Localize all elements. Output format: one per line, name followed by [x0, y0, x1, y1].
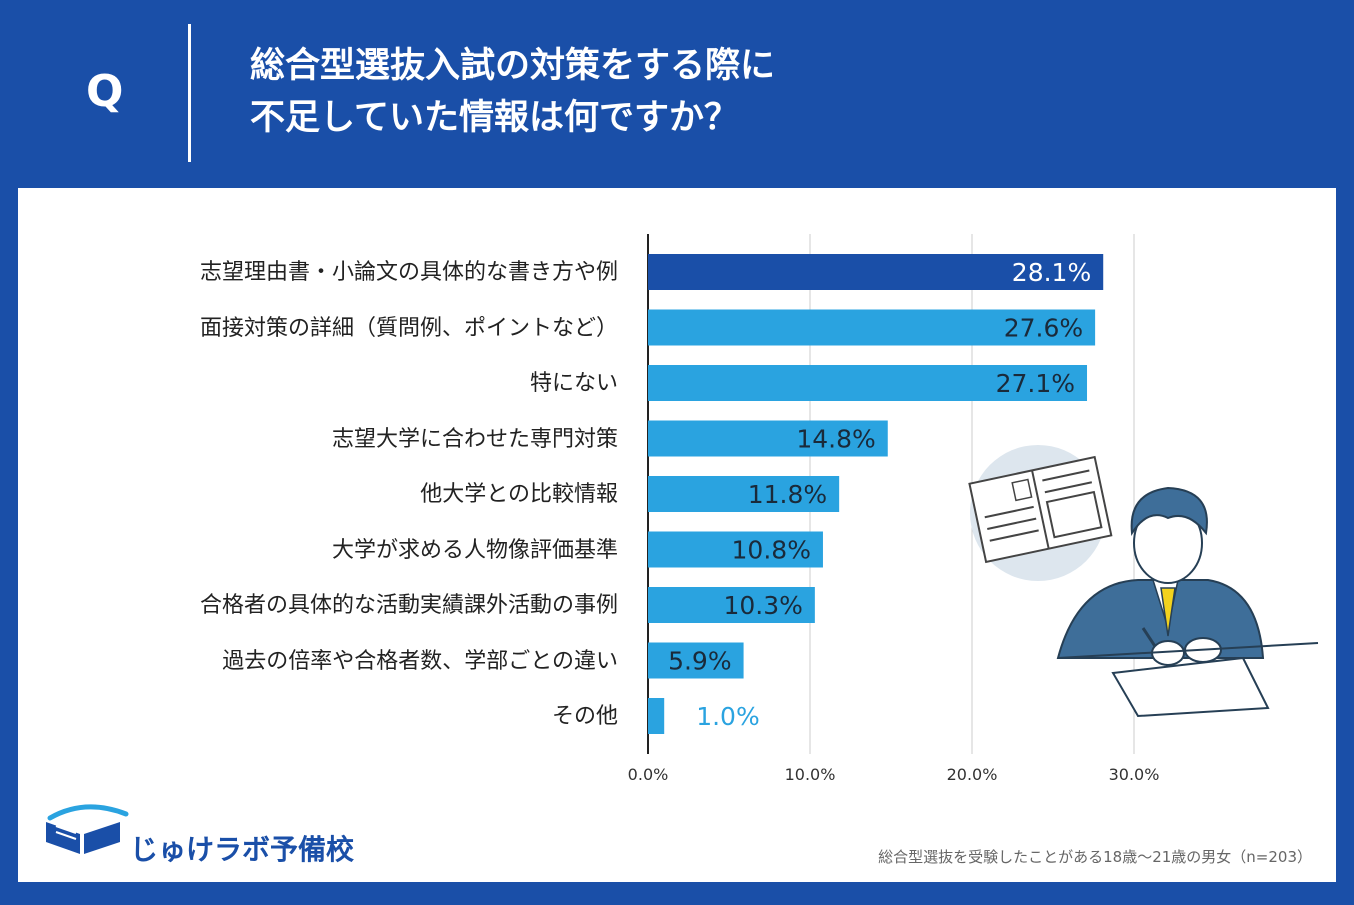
application-form-icon — [968, 455, 1113, 564]
bar — [648, 587, 815, 623]
category-label: 志望大学に合わせた専門対策 — [331, 426, 618, 452]
x-tick-label: 0.0% — [628, 765, 669, 784]
question-mark: Q — [86, 66, 124, 117]
category-label: 特にない — [529, 371, 618, 396]
bar-value-label: 28.1% — [1012, 258, 1091, 287]
bar-value-label: 1.0% — [696, 702, 760, 731]
x-tick-label: 20.0% — [947, 765, 998, 784]
x-tick-label: 30.0% — [1109, 765, 1160, 784]
category-label: 他大学との比較情報 — [420, 482, 618, 507]
bar-value-label: 27.1% — [996, 369, 1075, 398]
logo-text: じゅけラボ予備校 — [130, 833, 355, 866]
category-label: 合格者の具体的な活動実績課外活動の事例 — [199, 593, 618, 618]
bar — [648, 420, 888, 457]
bar-chart: 28.1% 27.6% 27.1% 14.8% 11.8% 10.8% 10.3% 5.9% 1… — [628, 234, 1319, 784]
question-title-line-1: 総合型選抜入試の対策をする際に — [250, 46, 776, 86]
bar — [648, 642, 744, 679]
category-label: 面接対策の詳細（質問例、ポイントなど） — [199, 315, 618, 341]
bar — [648, 365, 1088, 401]
bar-value-label: 5.9% — [668, 647, 732, 676]
hair — [1130, 486, 1208, 536]
x-tick-label: 10.0% — [785, 765, 836, 784]
question-title: 総合型選抜入試の対策をする際に 不足していた情報は何ですか？ — [250, 40, 775, 144]
bars: 28.1% 27.6% 27.1% 14.8% 11.8% 10.8% 10.3% 5.9% 1… — [648, 254, 1104, 734]
bar — [648, 698, 665, 734]
bar-value-label: 27.6% — [1004, 314, 1083, 343]
category-label: その他 — [551, 704, 618, 729]
bar-value-label: 10.3% — [723, 591, 802, 620]
bar — [648, 254, 1104, 290]
question-title-line-2: 不足していた情報は何ですか？ — [250, 98, 739, 138]
necktie — [1160, 587, 1176, 637]
bar — [648, 309, 1096, 346]
bar-value-label: 14.8% — [796, 425, 875, 454]
bar-value-label: 11.8% — [748, 480, 827, 509]
chart-panel: 28.1% 27.6% 27.1% 14.8% 11.8% 10.8% 10.3% 5.9% 1… — [18, 188, 1336, 882]
category-label: 大学が求める人物像評価基準 — [331, 537, 618, 563]
paper-sheet — [1111, 656, 1270, 718]
illustration-student-writing — [968, 445, 1319, 718]
x-axis-ticks: 0.0% 10.0% 20.0% 30.0% — [628, 765, 1160, 784]
bar — [648, 476, 840, 512]
header-divider — [188, 24, 191, 162]
category-label: 志望理由書・小論文の具体的な書き方や例 — [199, 260, 618, 285]
logo-book-icon — [46, 804, 129, 854]
bar — [648, 531, 823, 568]
bar-value-label: 10.8% — [732, 536, 811, 565]
desk-edge — [1057, 642, 1319, 659]
category-label: 過去の倍率や合格者数、学部ごとの違い — [222, 648, 618, 674]
sample-footnote: 総合型選抜を受験したことがある18歳～21歳の男女（n=203） — [878, 848, 1312, 866]
